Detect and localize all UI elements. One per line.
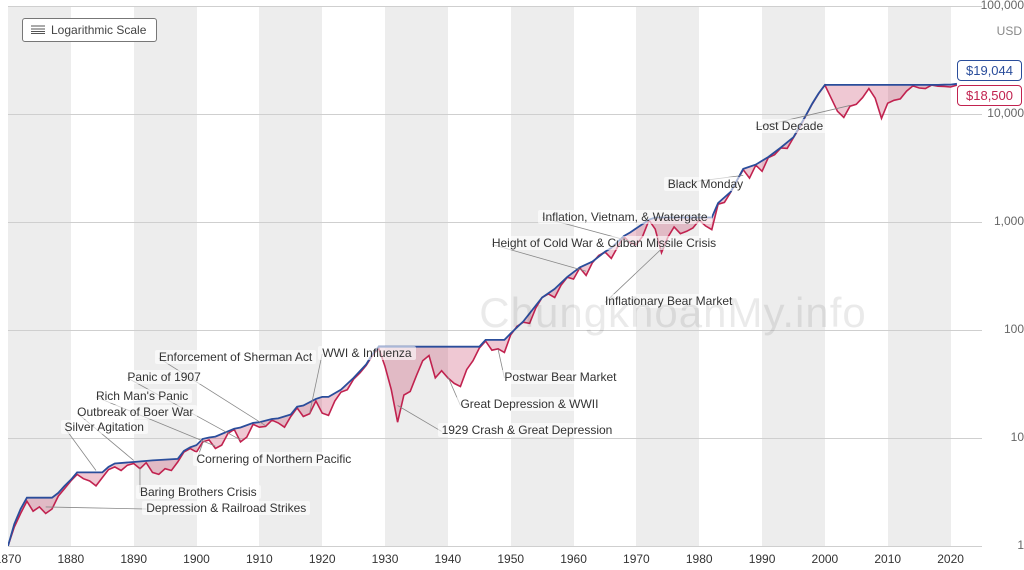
annotation-leader	[542, 218, 636, 243]
legend-label: Logarithmic Scale	[51, 23, 146, 37]
x-tick-label: 1910	[246, 552, 273, 566]
annotation-leader	[96, 397, 215, 446]
annotation-leader	[756, 105, 850, 127]
x-tick-label: 2010	[874, 552, 901, 566]
annotation-leader	[127, 378, 240, 440]
annotation-leader	[77, 413, 134, 460]
x-tick-label: 1990	[749, 552, 776, 566]
x-tick-label: 2020	[937, 552, 964, 566]
x-tick-label: 1930	[372, 552, 399, 566]
x-tick-label: 1890	[120, 552, 147, 566]
annotation-leader	[668, 175, 743, 185]
x-tick-label: 1970	[623, 552, 650, 566]
x-tick-label: 1950	[497, 552, 524, 566]
plot-area: 1101001,00010,000100,000USD1870188018901…	[8, 6, 982, 546]
end-value-label: $18,500	[957, 85, 1022, 106]
annotation-leader	[492, 244, 586, 271]
chart-plot: 1101001,00010,000100,000USD1870188018901…	[8, 6, 982, 546]
x-tick-label: 1980	[686, 552, 713, 566]
actual-line	[8, 85, 957, 546]
drawdown-fill	[8, 84, 957, 546]
x-tick-label: 1940	[435, 552, 462, 566]
x-tick-label: 1900	[183, 552, 210, 566]
annotation-leader	[398, 405, 442, 431]
y-axis-unit: USD	[982, 24, 1022, 38]
scale-legend[interactable]: Logarithmic Scale	[22, 18, 157, 42]
peak-line	[8, 84, 957, 546]
annotation-leader	[46, 507, 147, 509]
log-scale-icon	[31, 25, 45, 35]
x-tick-label: 1870	[0, 552, 21, 566]
annotation-leader	[159, 358, 266, 426]
annotation-leader	[498, 349, 504, 377]
x-tick-label: 1880	[57, 552, 84, 566]
chart-svg	[8, 6, 982, 546]
x-tick-label: 1920	[309, 552, 336, 566]
gridline	[8, 546, 982, 547]
x-tick-label: 1960	[560, 552, 587, 566]
end-value-label: $19,044	[957, 60, 1022, 81]
annotation-leader	[65, 428, 96, 471]
x-tick-label: 2000	[812, 552, 839, 566]
